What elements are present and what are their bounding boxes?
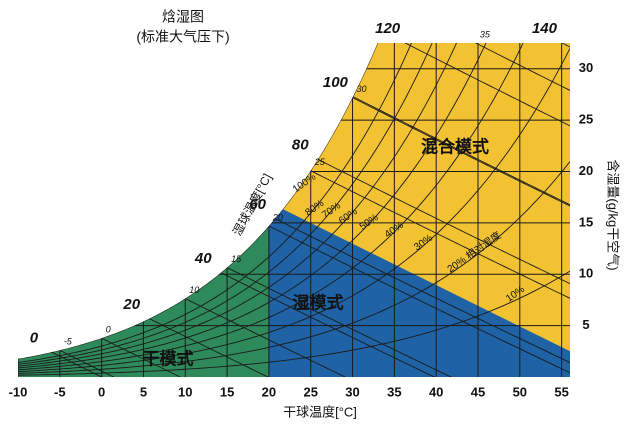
rh-curve — [18, 43, 570, 369]
x-axis-label: 干球温度[°C] — [283, 404, 357, 419]
enthalpy-label: 40 — [194, 250, 212, 267]
x-tick-label: 20 — [262, 384, 276, 399]
wetbulb-label: 10 — [189, 285, 199, 295]
enthalpy-label: 120 — [375, 20, 401, 37]
rh-curve — [18, 161, 570, 374]
enthalpy-label: 80 — [292, 136, 309, 153]
rh-curve — [18, 48, 570, 373]
chart-subtitle: (标准大气压下) — [136, 29, 229, 45]
x-tick-label: 0 — [98, 384, 105, 399]
x-tick-label: -5 — [54, 384, 66, 399]
enthalpy-line — [18, 43, 570, 377]
enthalpy-line — [18, 43, 570, 377]
region-label: 干模式 — [143, 348, 194, 368]
enthalpy-label: 0 — [30, 329, 39, 346]
x-tick-label: -10 — [9, 384, 28, 399]
x-tick-label: 50 — [513, 384, 527, 399]
x-tick-label: 15 — [220, 384, 234, 399]
chart-title: 焓湿图 — [162, 9, 204, 25]
y-tick-label: 20 — [579, 163, 593, 178]
wetbulb-label: 35 — [480, 29, 491, 39]
wetbulb-label: -5 — [64, 337, 73, 347]
wetbulb-label: 0 — [106, 325, 111, 335]
rh-curve — [18, 43, 570, 365]
x-tick-label: 35 — [387, 384, 401, 399]
y-tick-label: 15 — [579, 214, 593, 229]
x-tick-label: 10 — [178, 384, 192, 399]
enthalpy-label: 60 — [249, 196, 266, 213]
x-tick-label: 5 — [140, 384, 147, 399]
wetbulb-label: 30 — [357, 84, 367, 94]
wetbulb-label: 20 — [272, 212, 283, 222]
y-axis-label: 含湿量(g/kg干空气) — [606, 159, 621, 270]
wetbulb-line — [18, 43, 570, 377]
y-tick-label: 10 — [579, 266, 593, 281]
rh-curve — [18, 43, 570, 363]
x-tick-label: 25 — [303, 384, 317, 399]
y-tick-label: 5 — [582, 317, 589, 332]
y-tick-label: 25 — [579, 112, 593, 127]
rh-curve — [18, 270, 570, 376]
enthalpy-label: 100 — [323, 74, 349, 91]
rh-curve — [18, 43, 570, 371]
region-label: 混合模式 — [421, 136, 489, 156]
plot-area — [18, 43, 570, 377]
enthalpy-label: 140 — [532, 20, 558, 37]
enthalpy-label: 20 — [122, 296, 140, 313]
x-tick-label: 45 — [471, 384, 485, 399]
enthalpy-line — [18, 43, 570, 377]
wetbulb-label: 15 — [231, 254, 242, 264]
rh-curve — [18, 43, 570, 360]
region-label: 湿模式 — [293, 292, 344, 312]
wetbulb-label: 25 — [314, 157, 326, 167]
rh-curve — [18, 43, 570, 367]
y-tick-label: 30 — [579, 60, 593, 75]
x-tick-label: 40 — [429, 384, 443, 399]
x-tick-label: 55 — [554, 384, 568, 399]
x-tick-label: 30 — [345, 384, 359, 399]
